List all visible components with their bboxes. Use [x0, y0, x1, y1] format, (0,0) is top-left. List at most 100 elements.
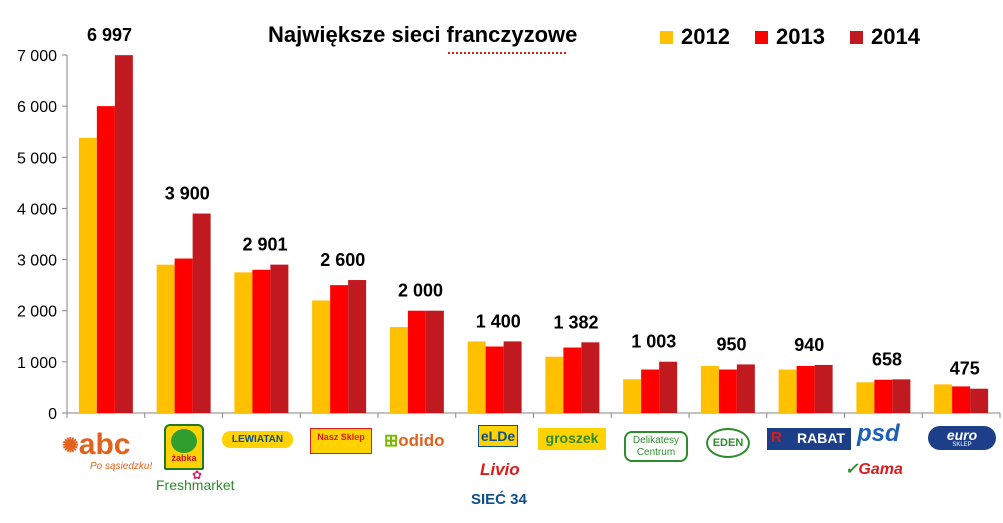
data-label-2014-9: 940: [794, 335, 824, 355]
bar-2012-1: [156, 264, 175, 413]
bar-2014-11: [970, 388, 989, 413]
legend-label-2014: 2014: [871, 24, 920, 49]
bar-2013-3: [330, 285, 349, 413]
bar-2012-3: [312, 300, 331, 413]
r-mark-icon: R: [771, 429, 782, 446]
data-label-2014-0: 6 997: [87, 25, 132, 45]
bar-2014-8: [736, 364, 755, 413]
bar-2013-0: [96, 106, 115, 414]
bar-2012-2: [234, 272, 253, 413]
bar-2014-5: [503, 341, 522, 413]
bar-2014-10: [892, 379, 911, 413]
legend-item-2012: 2012: [660, 24, 730, 50]
bar-2014-6: [581, 342, 600, 413]
data-label-2014-10: 658: [872, 349, 902, 369]
y-tick-label: 5 000: [17, 150, 57, 167]
bar-2014-3: [348, 280, 367, 413]
bar-2012-10: [856, 382, 875, 413]
legend-swatch-2012: [660, 30, 673, 44]
logo-rabat-text: RABAT: [797, 430, 845, 446]
bar-2012-8: [700, 365, 719, 413]
logo-siec34: SIEĆ 34: [471, 491, 527, 508]
logo-euro-sub: SKLEP: [952, 442, 972, 448]
bar-2012-4: [389, 327, 408, 413]
logo-odido: ⊞odido: [384, 432, 445, 449]
logo-elde-text: eLDe: [480, 428, 516, 444]
logo-nasz-sklep: Nasz Sklep: [310, 428, 372, 454]
gama-swoosh-icon: ✓: [845, 461, 859, 478]
bar-2013-4: [407, 310, 426, 413]
logo-zabka-text: żabka: [171, 453, 197, 463]
data-label-2014-5: 1 400: [476, 311, 521, 331]
logo-lewiatan: LEWIATAN: [222, 431, 293, 448]
logo-nasz-sklep-text: Nasz Sklep: [317, 432, 365, 442]
data-label-2014-2: 2 901: [242, 235, 287, 255]
bar-2013-11: [952, 386, 971, 413]
logo-rabat: R RABAT: [767, 428, 851, 450]
bar-2013-10: [874, 379, 893, 413]
bar-2013-7: [641, 369, 660, 413]
frog-icon: [171, 429, 197, 453]
legend-swatch-2014: [850, 30, 863, 44]
y-tick-label: 2 000: [17, 304, 57, 321]
data-label-2014-11: 475: [950, 359, 980, 379]
logo-psd: psd: [857, 420, 900, 447]
bar-2013-5: [485, 346, 504, 413]
y-tick-label: 6 000: [17, 99, 57, 116]
logo-abc-tagline: Po sąsiedzku!: [90, 461, 153, 472]
logo-zabka: żabka: [164, 424, 204, 470]
logo-livio: Livio: [480, 460, 520, 479]
data-label-2014-6: 1 382: [553, 312, 598, 332]
bar-2012-0: [78, 137, 97, 413]
logo-euro-text: euro: [946, 427, 978, 443]
data-label-2014-1: 3 900: [165, 184, 210, 204]
spellcheck-underline: [448, 49, 566, 54]
bar-2013-9: [796, 365, 815, 413]
logo-odido-text: odido: [398, 431, 445, 450]
logo-gama: ✓Gama: [845, 462, 903, 478]
logo-euro-sklep: euro SKLEP: [928, 426, 996, 450]
logo-freshmarket-text: Freshmarket: [156, 477, 235, 493]
bar-2014-0: [114, 55, 133, 413]
logo-delikatesy-text: Delikatesy Centrum: [632, 435, 680, 458]
data-label-2014-3: 2 600: [320, 250, 365, 270]
flower-icon: ✿: [192, 468, 203, 482]
bar-2013-8: [718, 369, 737, 413]
data-label-2014-8: 950: [716, 334, 746, 354]
logo-abc-text: abc: [78, 428, 131, 461]
bar-2014-2: [270, 264, 289, 413]
bar-2012-5: [467, 341, 486, 413]
legend-swatch-2013: [755, 30, 768, 44]
logo-groszek: groszek: [538, 428, 606, 450]
y-tick-label: 0: [48, 406, 57, 423]
chart-title: Największe sieci franczyzowe: [268, 22, 578, 47]
legend-label-2013: 2013: [776, 24, 825, 49]
bar-2014-4: [425, 310, 444, 413]
data-label-2014-7: 1 003: [631, 332, 676, 352]
legend-item-2014: 2014: [850, 24, 920, 50]
logo-freshmarket: ✿ Freshmarket: [156, 469, 235, 493]
basket-icon: ⊞: [384, 431, 399, 450]
y-tick-label: 3 000: [17, 253, 57, 270]
logo-abc: ✺abc: [62, 428, 131, 461]
legend-item-2013: 2013: [755, 24, 825, 50]
logo-elde: eLDe: [478, 425, 518, 447]
bar-2012-7: [623, 379, 642, 413]
bar-2014-9: [814, 364, 833, 413]
bar-2013-1: [174, 258, 193, 413]
bar-2012-9: [778, 369, 797, 413]
bar-2013-6: [563, 347, 582, 413]
bar-2012-6: [545, 356, 564, 413]
bar-2014-7: [659, 361, 678, 413]
logo-groszek-text: groszek: [545, 430, 599, 446]
data-label-2014-4: 2 000: [398, 281, 443, 301]
logo-lewiatan-text: LEWIATAN: [231, 434, 284, 445]
legend-label-2012: 2012: [681, 24, 730, 49]
y-tick-label: 4 000: [17, 201, 57, 218]
logo-eden-text: EDEN: [712, 437, 744, 449]
y-tick-label: 1 000: [17, 355, 57, 372]
logo-delikatesy-centrum: Delikatesy Centrum: [624, 431, 688, 462]
y-tick-label: 7 000: [17, 48, 57, 65]
